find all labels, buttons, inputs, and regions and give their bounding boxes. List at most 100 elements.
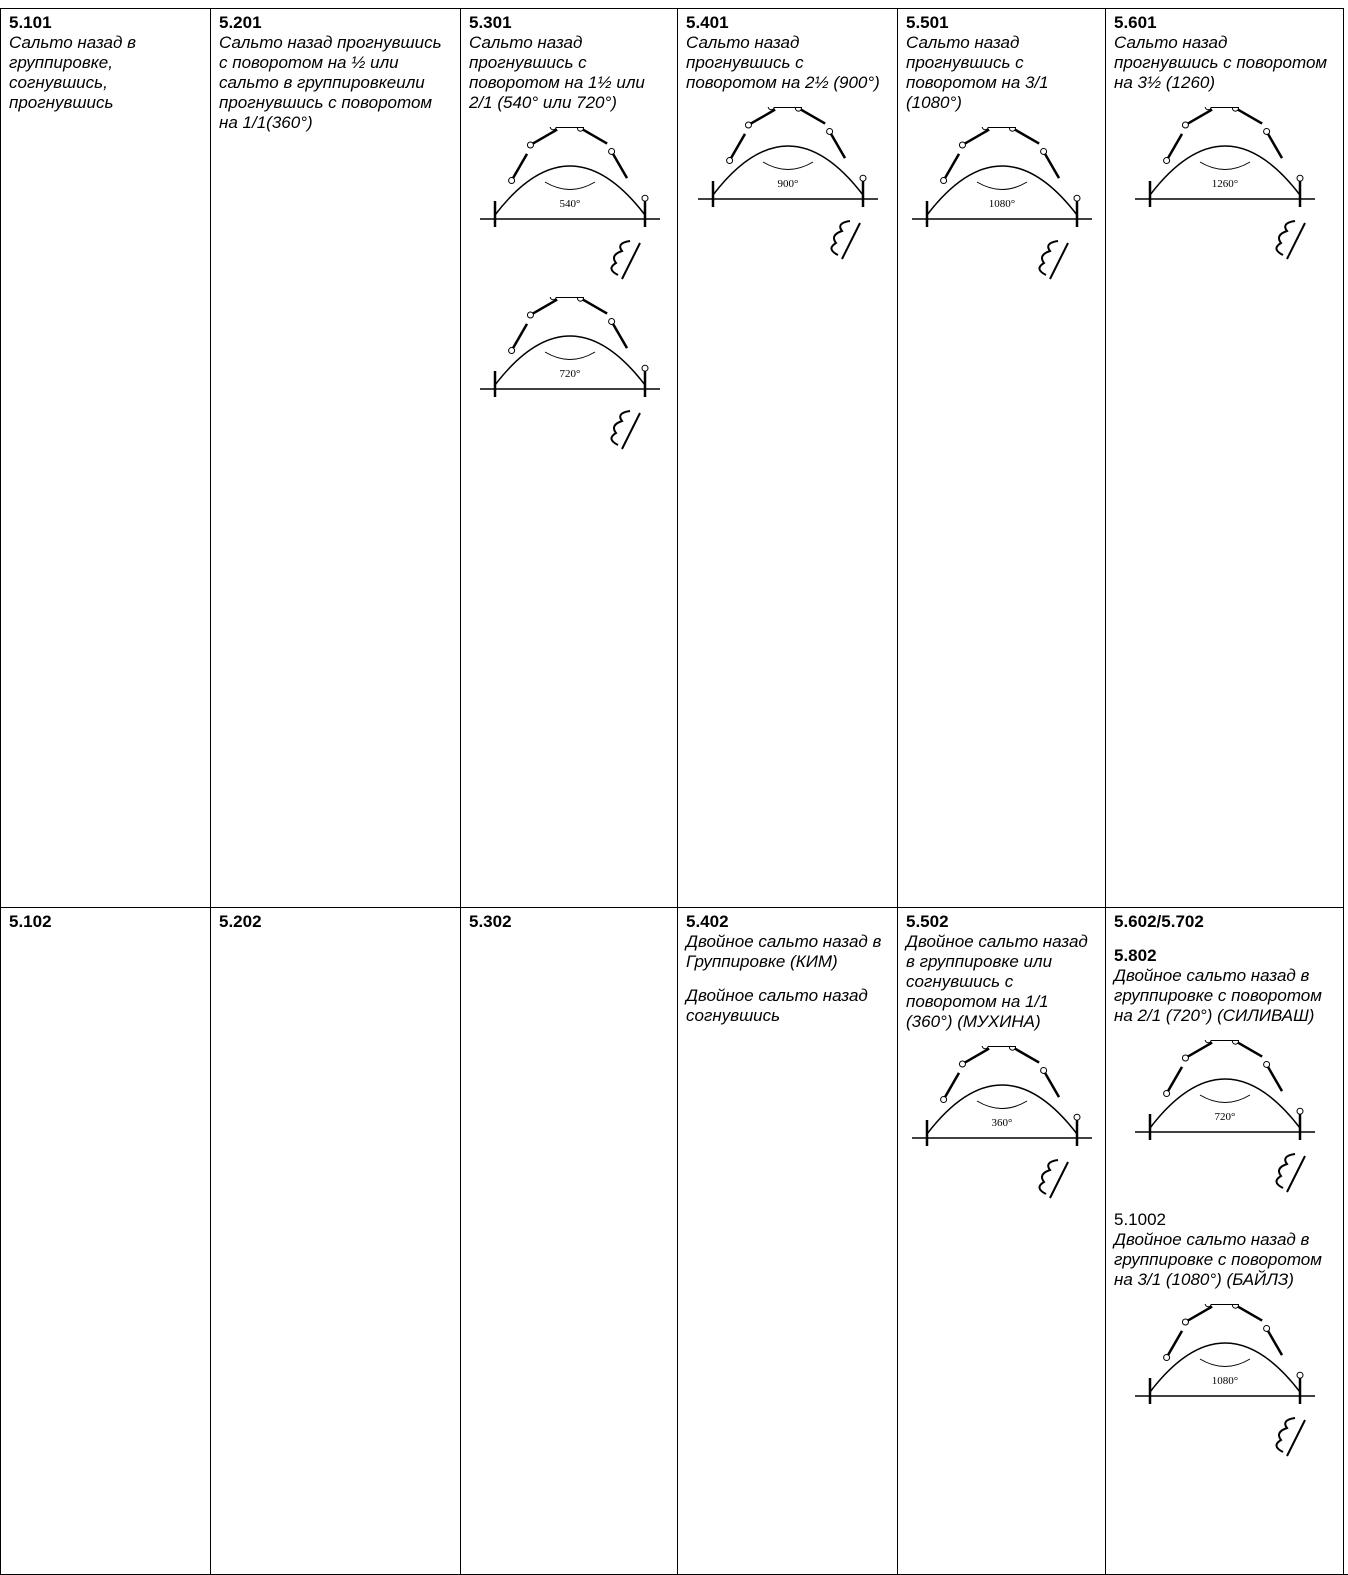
gymnast <box>964 1047 990 1064</box>
figure-drawing: 360° <box>912 1046 1092 1146</box>
gymnast <box>1166 1066 1183 1092</box>
gymnast-head <box>526 141 534 149</box>
figure-label: 720° <box>559 368 580 380</box>
item-code: 5.502 <box>906 912 949 931</box>
item-description: Сальто назад прогнувшись с поворотом на … <box>1114 33 1328 92</box>
item-code: 5.301 <box>469 13 512 32</box>
item-description: Двойное сальто назад согнувшись <box>686 986 868 1025</box>
arc <box>926 1084 1078 1135</box>
arc-inner <box>544 181 595 190</box>
arc <box>926 165 1078 216</box>
arc <box>1148 1078 1301 1129</box>
item-description: Двойное сальто назад в группировке с пов… <box>1114 966 1322 1025</box>
item-code: 5.201 <box>219 13 262 32</box>
gymnast <box>943 1072 961 1098</box>
gymnast-head <box>859 174 867 182</box>
gymnast-head <box>507 177 515 185</box>
gymnast <box>531 298 558 315</box>
gymnast <box>729 133 747 159</box>
gymnast <box>943 153 961 179</box>
symbol-stroke <box>1275 220 1306 260</box>
gymnast-head <box>1181 1054 1189 1062</box>
item-description: Сальто назад прогнувшись с поворотом на … <box>686 33 880 92</box>
symbol-stroke <box>1275 1153 1306 1193</box>
item-code: 5.401 <box>686 13 729 32</box>
gymnast-head <box>1262 1060 1270 1068</box>
gymnast <box>611 323 628 349</box>
gymnast <box>750 108 776 125</box>
table-cell: 5.601 Сальто назад прогнувшись с поворото… <box>1105 8 1344 907</box>
gymnast <box>1014 128 1040 145</box>
table-cell: 5.402 Двойное сальто назад в Группировке … <box>677 907 898 1575</box>
arc <box>1148 145 1301 196</box>
gymnast <box>581 298 608 315</box>
gymnast-head <box>576 297 584 302</box>
gymnast-head <box>607 147 615 155</box>
gymnast-head <box>1204 107 1212 111</box>
symbol-stroke <box>610 240 641 280</box>
gymnast <box>511 323 528 349</box>
gymnast <box>1266 1330 1283 1356</box>
gymnast-head <box>958 141 966 149</box>
gymnast-head <box>641 364 648 372</box>
cell-block: 5.201 Сальто назад прогнувшись с поворото… <box>219 13 453 133</box>
gymnast-head <box>767 107 775 111</box>
figure-label: 900° <box>778 178 799 190</box>
figure-drawing: 720° <box>479 297 660 397</box>
gymnast-head <box>1204 1040 1212 1044</box>
gymnast-head <box>549 127 557 131</box>
gymnast <box>1014 1047 1040 1064</box>
gymnast-head <box>1181 121 1189 129</box>
gymnast-head <box>981 1046 989 1050</box>
item-description: Двойное сальто назад в Группировке (КИМ) <box>686 932 882 971</box>
gymnast-head <box>1231 107 1239 112</box>
gymnast <box>800 108 826 125</box>
gymnast-head <box>1073 1113 1081 1121</box>
arc-inner <box>762 161 814 170</box>
gymnast-head <box>726 157 734 165</box>
gymnast-head <box>1231 1304 1239 1309</box>
arc-inner <box>1199 1094 1250 1103</box>
table-cell: 5.401 Сальто назад прогнувшись с поворото… <box>677 8 898 907</box>
table-cell: 5.202 <box>210 907 461 1575</box>
figure-label: 1260° <box>1211 178 1237 190</box>
handwritten-symbol <box>1038 1159 1069 1199</box>
gymnast <box>1043 153 1061 179</box>
cell-block: 5.802 Двойное сальто назад в группировке … <box>1114 946 1335 1196</box>
gymnast-head <box>1073 194 1081 202</box>
handwritten-symbol <box>1038 240 1069 280</box>
handwritten-symbol <box>1275 1153 1306 1193</box>
figure-label: 1080° <box>1211 1375 1237 1387</box>
gymnast <box>1236 1305 1263 1322</box>
cell-block: 5.601 Сальто назад прогнувшись с поворото… <box>1114 13 1335 263</box>
table-cell: 5.502 Двойное сальто назад в группировке … <box>897 907 1106 1575</box>
gymnast-head <box>1231 1040 1239 1045</box>
gymnast-head <box>981 127 989 131</box>
gymnast <box>531 128 558 145</box>
gymnast <box>1186 1305 1213 1322</box>
gymnast-head <box>794 107 802 112</box>
gymnast-head <box>744 121 752 129</box>
gymnast-head <box>1181 1318 1189 1326</box>
gymnast-head <box>1162 1090 1170 1098</box>
table-cell: 5.102 <box>0 907 211 1575</box>
handwritten-symbol <box>1275 1417 1306 1457</box>
item-code: 5.1002 <box>1114 1210 1166 1229</box>
cell-block: Двойное сальто назад согнувшись <box>686 986 890 1026</box>
cell-block: 5.402 Двойное сальто назад в Группировке … <box>686 912 890 972</box>
cell-block: 5.302 <box>469 912 670 932</box>
handwritten-symbol <box>1275 220 1306 260</box>
gymnast <box>611 153 628 179</box>
figure-label: 540° <box>559 198 580 210</box>
gymnast-head <box>1296 1371 1303 1379</box>
gymnast-head <box>1162 1354 1170 1362</box>
figure-drawing: 1260° <box>1134 107 1315 207</box>
handwritten-symbol <box>610 240 641 280</box>
item-description: Сальто назад в группировке, согнувшись, … <box>9 33 137 112</box>
item-description: Двойное сальто назад в группировке с пов… <box>1114 1230 1322 1289</box>
gymnast <box>1236 108 1263 125</box>
table-cell: 5.201 Сальто назад прогнувшись с поворото… <box>210 8 461 907</box>
arc <box>1148 1342 1301 1393</box>
arc <box>712 145 864 196</box>
